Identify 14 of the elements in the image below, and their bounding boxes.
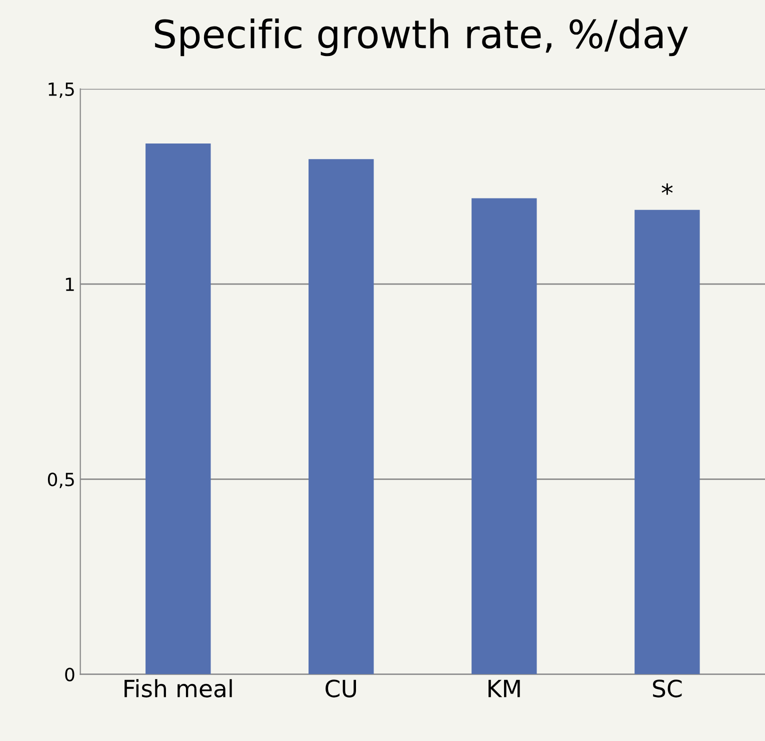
x-tick-label: SC <box>653 680 682 698</box>
chart-title: Specific growth rate, %/day <box>154 18 688 56</box>
x-tick-label: KM <box>488 680 520 698</box>
bar <box>634 210 700 674</box>
bar <box>308 159 374 674</box>
x-tick-label: CU <box>326 680 356 698</box>
bar <box>146 144 211 674</box>
annotation: * <box>662 183 673 195</box>
x-tick-label: Fish meal <box>124 679 232 698</box>
y-tick-label: 1 <box>66 278 74 291</box>
y-tick-label: 0 <box>65 668 74 682</box>
y-tick-label: 1,5 <box>48 82 74 98</box>
y-tick-label: 0,5 <box>48 472 74 488</box>
bar <box>472 198 537 674</box>
